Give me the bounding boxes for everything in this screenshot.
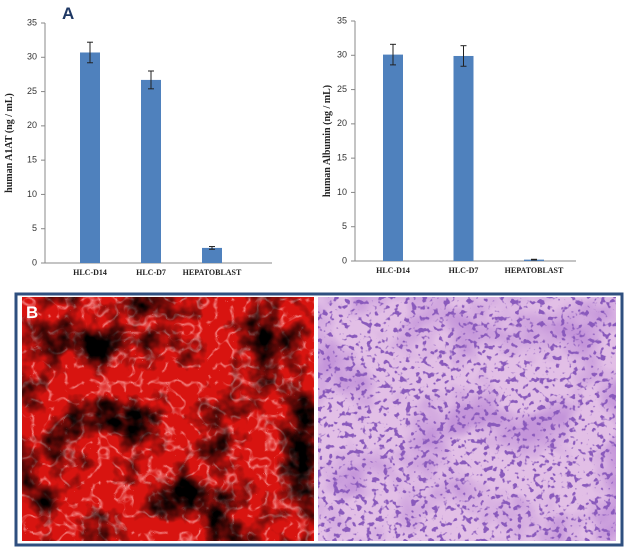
bar: [80, 52, 100, 263]
y-tick-label: 10: [27, 189, 37, 199]
x-tick-label: HLC-D14: [376, 266, 410, 275]
y-axis-label: human Albumin (ng / mL): [322, 85, 333, 197]
histology-nuclei: [318, 297, 616, 541]
y-tick-label: 35: [27, 17, 37, 27]
y-axis-label: human A1AT (ng / mL): [4, 93, 15, 193]
y-tick-label: 0: [342, 255, 347, 265]
bar: [383, 54, 403, 261]
panel-label: B: [26, 303, 38, 322]
y-tick-label: 25: [27, 86, 37, 96]
charts: 0 5 10 15 20 25 30 35 human A1AT (ng / mL) HLC-D1…: [4, 15, 576, 277]
x-tick-label: HLC-D7: [449, 266, 479, 275]
y-tick-label: 20: [27, 120, 37, 130]
y-tick-label: 5: [32, 223, 37, 233]
y-tick-label: 10: [337, 187, 347, 197]
bar: [202, 247, 222, 263]
fluorescence-shadow: [22, 297, 314, 541]
y-tick-label: 15: [27, 155, 37, 165]
panel-label: A: [62, 4, 74, 23]
y-tick-label: 15: [337, 153, 347, 163]
y-tick-label: 30: [337, 50, 347, 60]
x-tick-label: HEPATOBLAST: [505, 266, 564, 275]
y-tick-label: 35: [337, 15, 347, 25]
x-tick-label: HEPATOBLAST: [183, 268, 242, 277]
x-tick-label: HLC-D7: [136, 268, 166, 277]
y-tick-label: 5: [342, 221, 347, 231]
y-tick-label: 0: [32, 257, 37, 267]
y-tick-label: 30: [27, 52, 37, 62]
y-tick-label: 25: [337, 84, 347, 94]
bar: [453, 55, 474, 261]
x-tick-label: HLC-D14: [73, 268, 107, 277]
bar: [141, 79, 161, 264]
y-tick-label: 20: [337, 118, 347, 128]
